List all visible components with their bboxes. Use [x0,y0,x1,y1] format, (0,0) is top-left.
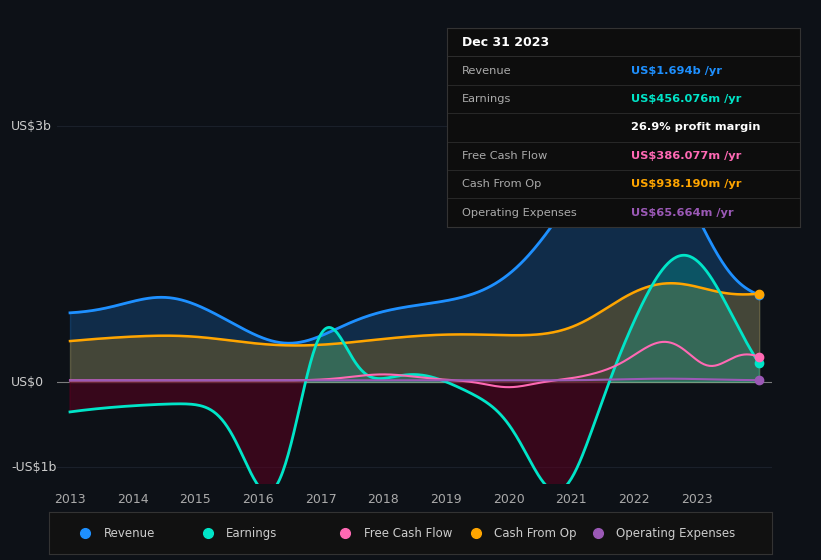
Text: Operating Expenses: Operating Expenses [461,208,576,218]
Text: Revenue: Revenue [103,527,155,540]
Text: 26.9% profit margin: 26.9% profit margin [631,123,760,132]
Text: US$938.190m /yr: US$938.190m /yr [631,179,741,189]
Text: US$0: US$0 [11,376,44,389]
Text: Earnings: Earnings [461,94,511,104]
Text: US$3b: US$3b [11,120,52,133]
Text: Cash From Op: Cash From Op [461,179,541,189]
Text: Revenue: Revenue [461,66,511,76]
Text: -US$1b: -US$1b [11,461,57,474]
Text: Operating Expenses: Operating Expenses [617,527,736,540]
Text: US$456.076m /yr: US$456.076m /yr [631,94,741,104]
Text: US$1.694b /yr: US$1.694b /yr [631,66,722,76]
Text: Free Cash Flow: Free Cash Flow [461,151,547,161]
Text: Cash From Op: Cash From Op [493,527,576,540]
Text: US$65.664m /yr: US$65.664m /yr [631,208,734,218]
Text: Dec 31 2023: Dec 31 2023 [461,36,548,49]
Text: Free Cash Flow: Free Cash Flow [364,527,452,540]
Text: Earnings: Earnings [227,527,277,540]
Text: US$386.077m /yr: US$386.077m /yr [631,151,741,161]
